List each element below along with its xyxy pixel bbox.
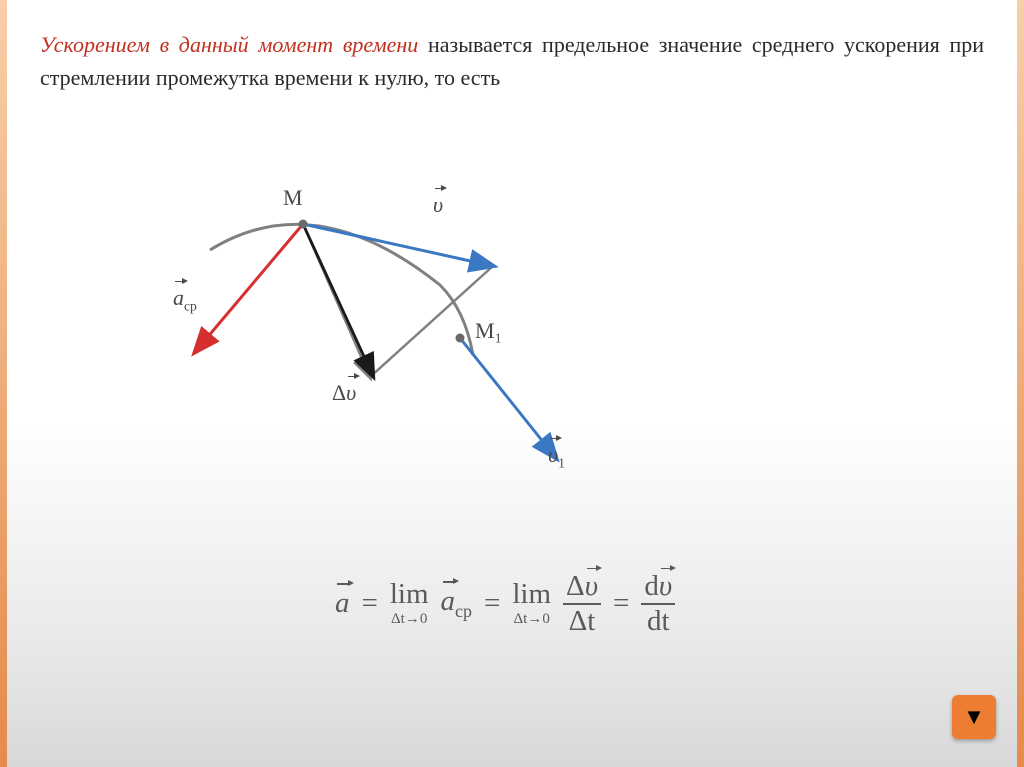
formula-lim1: lim Δt→0	[390, 580, 429, 627]
vector-dv	[303, 224, 373, 376]
definition-term: Ускорением в данный момент времени	[40, 32, 418, 57]
label-acp: aср	[173, 285, 197, 314]
formula-lim2: lim Δt→0	[512, 580, 551, 627]
formula-eq2: =	[484, 587, 500, 620]
vector-diagram: M M₁ υ υ1 Δυ aср	[155, 180, 675, 490]
definition-text: Ускорением в данный момент времени назыв…	[40, 28, 984, 94]
vector-a-cp	[195, 224, 303, 352]
vector-v1	[460, 338, 556, 458]
formula-frac2: dυ dt	[641, 570, 675, 638]
point-m1	[456, 334, 465, 343]
formula-eq3: =	[613, 587, 629, 620]
formula: a = lim Δt→0 aср = lim Δt→0 Δυ Δt = dυ d…	[335, 570, 675, 638]
point-m	[299, 220, 308, 229]
border-left	[0, 0, 7, 767]
formula-acp: aср	[441, 585, 472, 622]
label-v: υ	[433, 192, 443, 218]
label-m1: M₁	[475, 318, 502, 344]
border-right	[1017, 0, 1024, 767]
formula-eq1: =	[362, 587, 378, 620]
next-button[interactable]: ▼	[952, 695, 996, 739]
chevron-down-icon: ▼	[963, 704, 985, 730]
label-dv: Δυ	[332, 380, 356, 406]
label-m: M	[283, 185, 303, 211]
diagram-svg	[155, 180, 675, 490]
formula-frac1: Δυ Δt	[563, 570, 601, 638]
formula-a: a	[335, 587, 350, 620]
label-v1: υ1	[548, 442, 565, 471]
vector-v	[303, 224, 493, 266]
